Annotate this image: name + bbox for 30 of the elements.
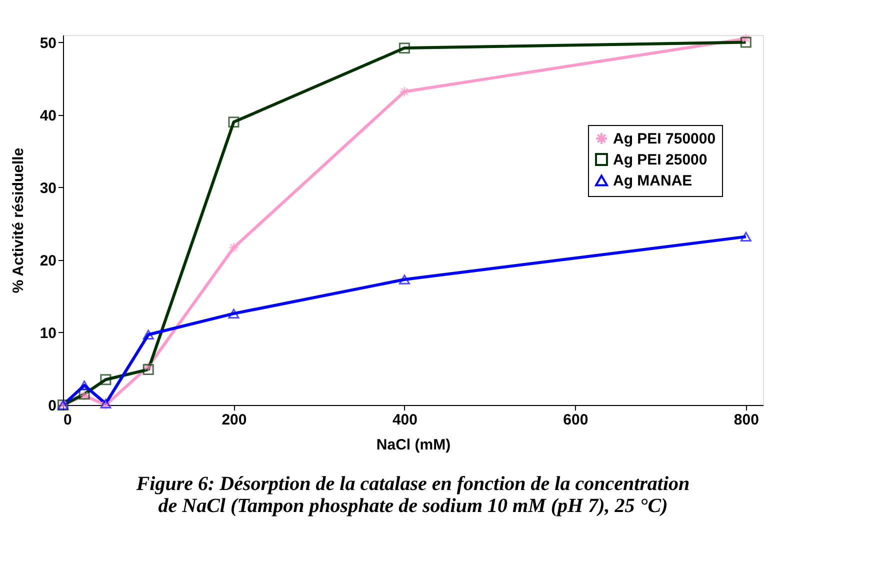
point <box>228 116 240 128</box>
point <box>78 380 90 390</box>
point <box>398 86 410 98</box>
text: Figure 6: Désorption de la catalase en fonction de la concentration de NaCl (Tampon phosphate de sodium 10 mM (pH 7), 25 °C) <box>135 473 690 517</box>
x-tick-label: 800 <box>734 412 759 428</box>
x-tick-label: 600 <box>563 412 588 428</box>
point <box>398 42 410 54</box>
y-tick-label: 40 <box>40 107 56 124</box>
y-tick-label: 20 <box>40 252 56 270</box>
point <box>100 374 112 386</box>
point <box>142 364 154 375</box>
x-tick-label: 200 <box>222 412 247 428</box>
x-axis-title: NaCl (mM) <box>376 436 451 454</box>
x-tick-label: 400 <box>392 412 418 428</box>
legend-label: Ag PEI 25000 <box>613 152 708 168</box>
point <box>228 308 240 318</box>
legend-label: Ag PEI 750000 <box>613 130 716 148</box>
point <box>398 274 410 284</box>
y-tick-label: 0 <box>48 398 56 414</box>
y-tick-label: 30 <box>40 180 56 197</box>
y-tick-label: 50 <box>40 34 56 52</box>
legend-label: Ag MANAE <box>613 172 692 190</box>
point <box>142 330 154 340</box>
point <box>740 36 752 48</box>
x-tick-label: 0 <box>64 412 72 428</box>
point <box>228 242 240 254</box>
y-axis-title: % Activité résiduelle <box>10 148 27 294</box>
point <box>142 361 154 372</box>
y-tick-label: 10 <box>40 324 56 342</box>
point <box>740 232 752 242</box>
